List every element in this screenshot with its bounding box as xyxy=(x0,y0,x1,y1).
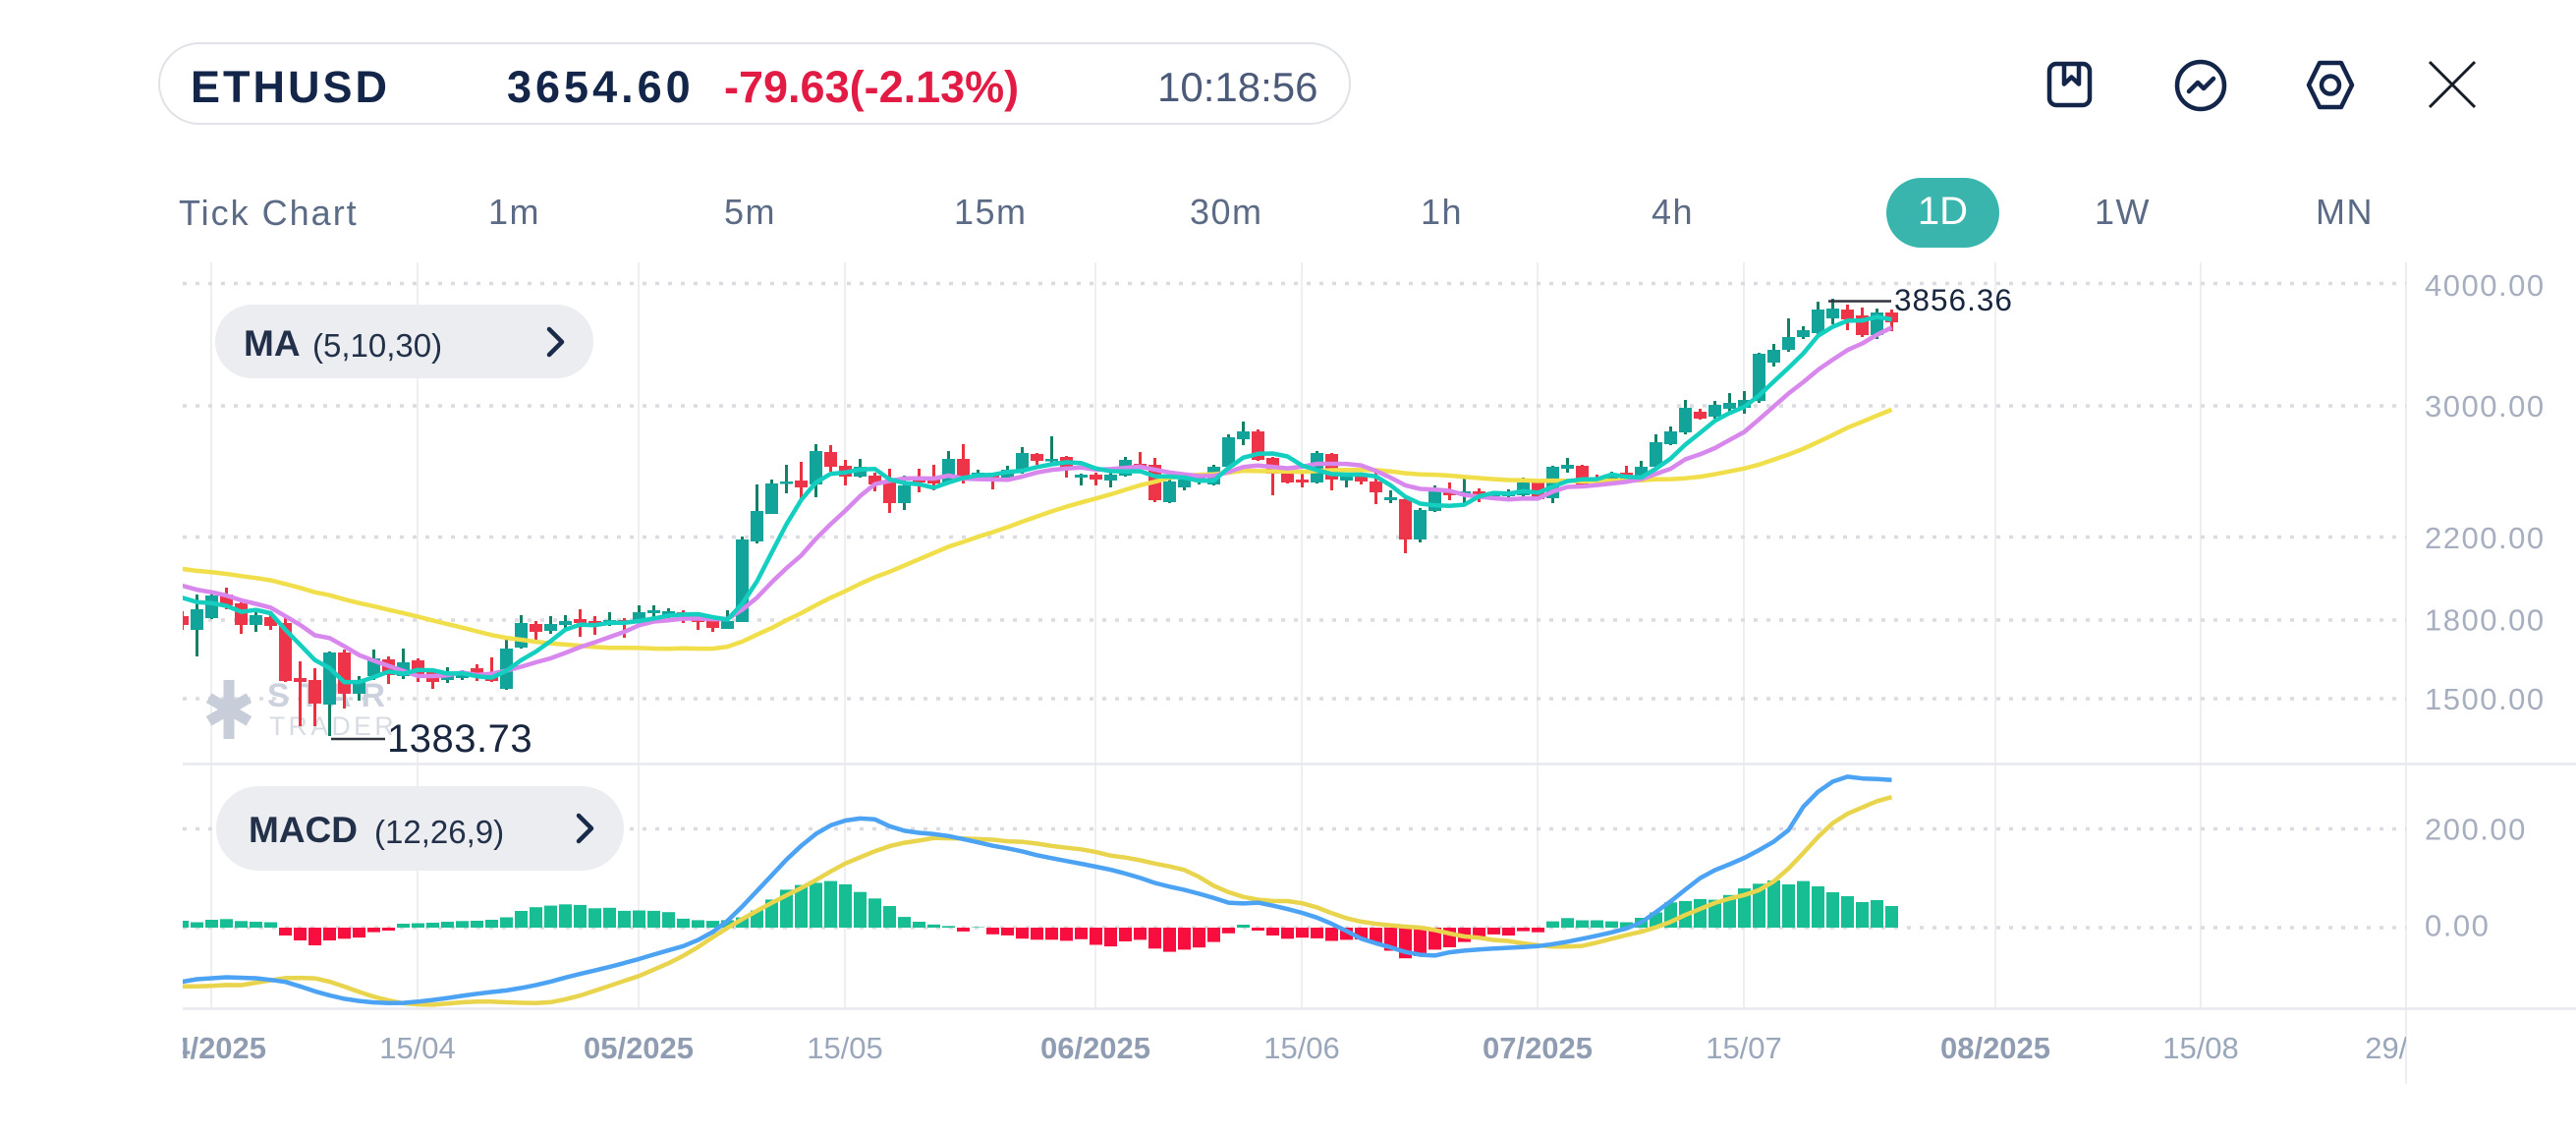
svg-text:1383.73: 1383.73 xyxy=(387,717,532,761)
svg-text:3000.00: 3000.00 xyxy=(2425,389,2546,424)
svg-text:08/2025: 08/2025 xyxy=(1940,1031,2050,1065)
svg-text:29/08: 29/08 xyxy=(2365,1031,2441,1065)
svg-text:200.00: 200.00 xyxy=(2425,813,2527,847)
svg-text:06/2025: 06/2025 xyxy=(1040,1031,1150,1065)
svg-text:15/06: 15/06 xyxy=(1263,1031,1340,1065)
svg-text:2200.00: 2200.00 xyxy=(2425,521,2546,555)
svg-text:TRADER: TRADER xyxy=(269,711,397,741)
svg-text:04/2025: 04/2025 xyxy=(156,1031,266,1065)
svg-text:3856.36: 3856.36 xyxy=(1894,282,2013,317)
svg-text:1500.00: 1500.00 xyxy=(2425,682,2546,716)
svg-text:0.00: 0.00 xyxy=(2425,909,2490,943)
svg-text:15/04: 15/04 xyxy=(379,1031,456,1065)
svg-text:15/08: 15/08 xyxy=(2162,1031,2239,1065)
svg-text:4000.00: 4000.00 xyxy=(2425,268,2546,303)
svg-text:15/07: 15/07 xyxy=(1706,1031,1782,1065)
svg-text:15/05: 15/05 xyxy=(807,1031,883,1065)
svg-text:1800.00: 1800.00 xyxy=(2425,603,2546,638)
svg-text:05/2025: 05/2025 xyxy=(584,1031,694,1065)
svg-text:07/2025: 07/2025 xyxy=(1483,1031,1593,1065)
